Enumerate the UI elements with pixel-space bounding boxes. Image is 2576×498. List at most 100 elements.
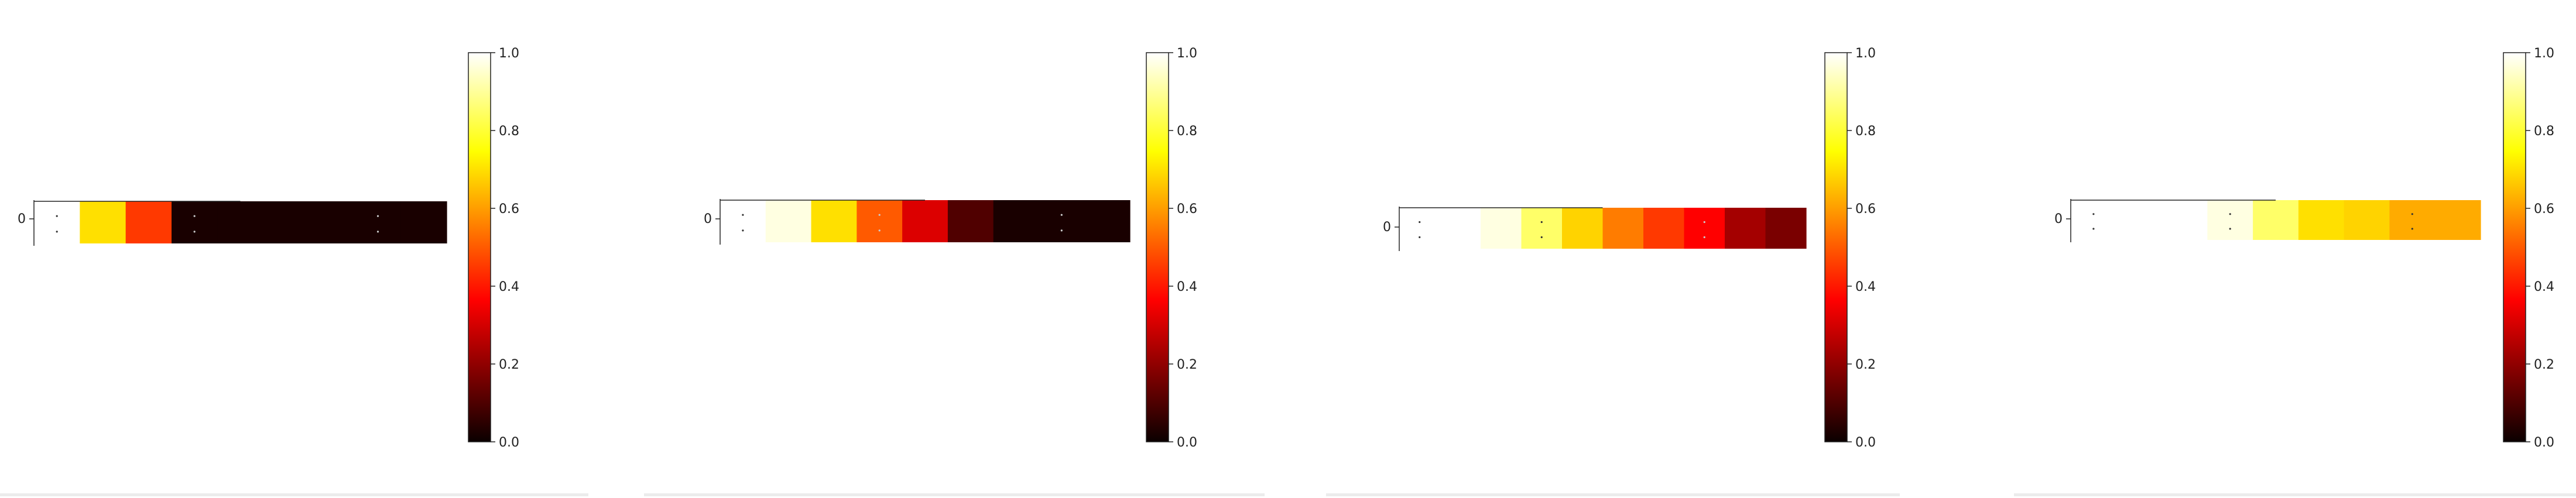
- heatmap-cell: [1765, 208, 1807, 249]
- colorbar: [2503, 52, 2526, 442]
- heatmap-cell: [1440, 208, 1481, 249]
- colorbar-tick-label: 0.6: [2534, 202, 2554, 217]
- heatmap-cell: [2298, 200, 2345, 240]
- heatmap-cell: [902, 200, 948, 242]
- y-tick-label: 0: [2054, 212, 2063, 226]
- colorbar-tick-label: 0.8: [1855, 124, 1876, 139]
- heatmap-cell: [1602, 208, 1644, 249]
- colorbar-tick-label: 0.8: [2534, 124, 2554, 139]
- colorbar-tick-label: 0.6: [499, 202, 519, 217]
- heatmap-cells: [34, 201, 447, 243]
- cell-marker: [742, 229, 744, 232]
- heatmap-cell: [80, 201, 126, 243]
- colorbar: [468, 52, 491, 442]
- colorbar-ticks: 0.0 0.2 0.4 0.6 0.8 1.0: [1177, 46, 1197, 450]
- cell-marker: [56, 231, 58, 233]
- colorbar-tick-label: 0.0: [1177, 435, 1197, 450]
- heatmap-cells: [2071, 200, 2481, 240]
- y-axis: [1395, 207, 1603, 251]
- colorbar: [1146, 52, 1169, 442]
- colorbar-ticks: 0.0 0.2 0.4 0.6 0.8 1.0: [499, 46, 519, 450]
- cell-marker: [2229, 213, 2231, 215]
- heatmap-cell: [2161, 200, 2208, 240]
- heatmap-cell: [2435, 200, 2481, 240]
- colorbar-tick-label: 0.4: [1855, 280, 1876, 294]
- colorbar-tick-label: 0.2: [2534, 358, 2554, 372]
- cell-marker: [742, 214, 744, 216]
- colorbar-tick-label: 0.6: [1855, 202, 1876, 217]
- heatmap-cell: [1562, 208, 1604, 249]
- heatmap-cell: [1399, 208, 1441, 249]
- cell-marker: [2411, 228, 2413, 230]
- heatmap-cell: [1084, 200, 1131, 242]
- heatmap-cell: [2116, 200, 2163, 240]
- cell-marker: [2092, 228, 2095, 230]
- colorbar-tick-label: 0.2: [1177, 358, 1197, 372]
- colorbar-tick-label: 0.0: [2534, 435, 2554, 450]
- y-tick-label: 0: [18, 212, 26, 226]
- heatmap-cell: [2253, 200, 2299, 240]
- cell-marker: [1540, 236, 1543, 238]
- heatmap-cell: [2344, 200, 2390, 240]
- y-axis: [29, 200, 241, 246]
- y-tick-label: 0: [704, 212, 712, 226]
- heatmap-cell: [947, 200, 994, 242]
- heatmap-cell: [1521, 208, 1563, 249]
- panel-1: 0 0.0 0.2 0.4 0.6 0.8 1.0: [18, 46, 519, 450]
- separator-bar: [2014, 493, 2576, 496]
- cell-marker: [1419, 236, 1421, 238]
- heatmap-cell: [1684, 208, 1725, 249]
- cell-marker: [1703, 221, 1705, 224]
- colorbar-tick-label: 0.8: [1177, 124, 1197, 139]
- colorbar-tick-label: 1.0: [499, 46, 519, 61]
- cell-marker: [193, 231, 196, 233]
- panel-3: 0 0.0 0.2 0.4 0.6 0.8 1.0: [1383, 46, 1876, 450]
- heatmap-cell: [1725, 208, 1766, 249]
- colorbar-tick-label: 1.0: [1855, 46, 1876, 61]
- cell-marker: [376, 231, 379, 233]
- colorbar-tick-label: 0.0: [1855, 435, 1876, 450]
- heatmap-cell: [1039, 200, 1085, 242]
- y-tick-label: 0: [1383, 220, 1391, 235]
- colorbar-ticks: 0.0 0.2 0.4 0.6 0.8 1.0: [2534, 46, 2554, 450]
- heatmap-cell: [720, 200, 766, 242]
- cell-marker: [2411, 213, 2413, 215]
- cell-marker: [2092, 213, 2095, 215]
- cell-marker: [376, 215, 379, 217]
- colorbar-tick-label: 0.2: [499, 358, 519, 372]
- heatmap-cell: [1643, 208, 1685, 249]
- separator-bar: [644, 493, 1265, 496]
- heatmap-cell: [1481, 208, 1522, 249]
- separator-bar: [0, 493, 588, 496]
- heatmap-cell: [172, 201, 218, 243]
- panel-separators: [0, 493, 2576, 496]
- cell-marker: [56, 215, 58, 217]
- y-axis: [2066, 199, 2276, 242]
- colorbar-ticks: 0.0 0.2 0.4 0.6 0.8 1.0: [1855, 46, 1876, 450]
- panel-2: 0 0.0 0.2 0.4 0.6 0.8 1.0: [704, 46, 1197, 450]
- colorbar-tick-label: 1.0: [1177, 46, 1197, 61]
- cell-marker: [193, 215, 196, 217]
- cell-marker: [1060, 214, 1063, 216]
- heatmap-cell: [811, 200, 857, 242]
- colorbar-tick-label: 0.4: [499, 280, 519, 294]
- heatmap-cell: [263, 201, 310, 243]
- heatmap-cell: [993, 200, 1040, 242]
- cell-marker: [878, 229, 881, 232]
- heatmap-cells: [720, 200, 1131, 242]
- heatmap-cell: [2389, 200, 2435, 240]
- heatmap-cells: [1399, 208, 1807, 249]
- colorbar-tick-label: 0.4: [1177, 280, 1197, 294]
- cell-marker: [1540, 221, 1543, 224]
- cell-marker: [1703, 236, 1705, 238]
- heatmap-cell: [2071, 200, 2117, 240]
- y-axis: [715, 199, 925, 245]
- heatmap-cell: [34, 201, 80, 243]
- cell-marker: [1060, 229, 1063, 232]
- heatmap-cell: [2207, 200, 2253, 240]
- heatmap-cell: [400, 201, 447, 243]
- cell-marker: [2229, 228, 2231, 230]
- cell-marker: [878, 214, 881, 216]
- heatmap-cell: [355, 201, 402, 243]
